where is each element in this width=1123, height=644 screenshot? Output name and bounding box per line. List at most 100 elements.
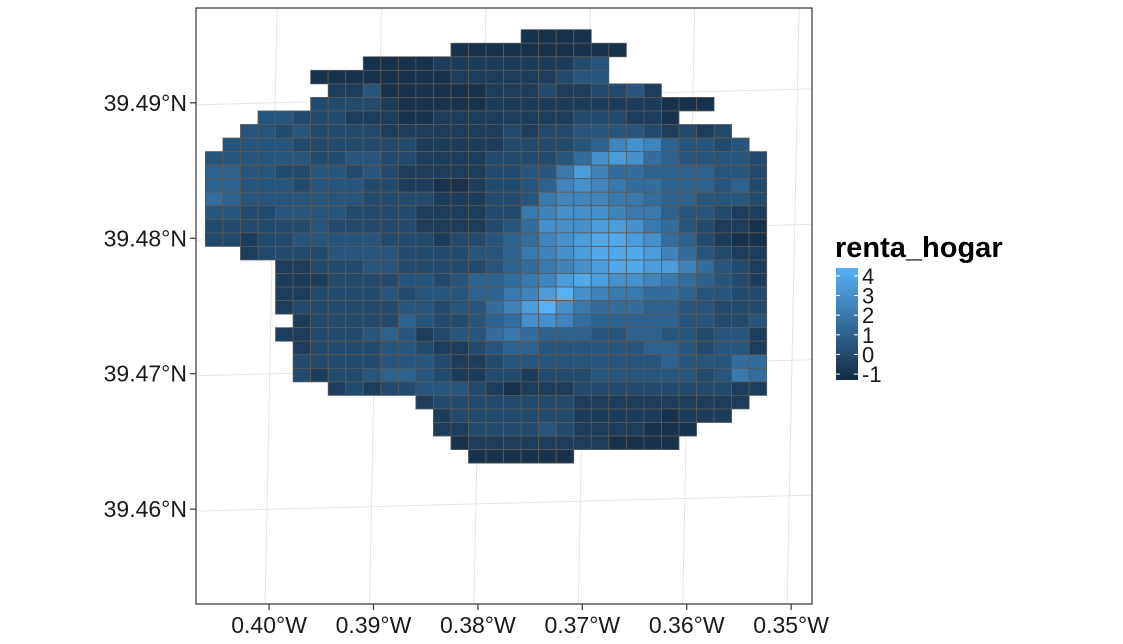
heatmap-cell	[678, 218, 697, 234]
heatmap-cell	[327, 381, 347, 396]
heatmap-cell	[327, 83, 347, 98]
heatmap-cell	[520, 97, 540, 112]
heatmap-cell	[696, 164, 715, 180]
heatmap-cell	[222, 178, 241, 193]
heatmap-cell	[310, 97, 329, 112]
heatmap-cell	[292, 110, 312, 125]
heatmap-cell	[608, 83, 627, 98]
heatmap-cell	[468, 205, 487, 220]
heatmap-cell	[310, 69, 329, 85]
heatmap-cell	[713, 408, 733, 423]
heatmap-cell	[608, 124, 627, 139]
heatmap-cell	[713, 313, 733, 329]
heatmap-cell	[450, 232, 469, 247]
heatmap-cell	[678, 273, 697, 288]
heatmap-cell	[696, 124, 715, 139]
heatmap-cell	[503, 259, 522, 274]
heatmap-cell	[696, 381, 715, 396]
heatmap-cell	[538, 435, 557, 450]
heatmap-cell	[240, 218, 259, 234]
heatmap-cell	[292, 300, 312, 315]
heatmap-cell	[573, 340, 592, 356]
heatmap-cell	[415, 83, 434, 98]
heatmap-cell	[678, 205, 697, 220]
heatmap-cell	[397, 97, 417, 112]
heatmap-cell	[520, 381, 540, 396]
heatmap-cell	[292, 124, 312, 139]
heatmap-cell	[643, 151, 662, 166]
heatmap-cell	[450, 259, 469, 274]
heatmap-cell	[380, 124, 399, 139]
heatmap-cell	[661, 300, 680, 315]
heatmap-cell	[520, 191, 540, 207]
heatmap-cell	[713, 218, 733, 234]
heatmap-cell	[731, 313, 750, 329]
heatmap-cell	[573, 394, 592, 410]
heatmap-cell	[590, 56, 610, 71]
heatmap-cell	[397, 164, 417, 180]
heatmap-cell	[538, 29, 557, 44]
heatmap-cell	[503, 381, 522, 396]
heatmap-cell	[327, 137, 347, 152]
heatmap-cell	[625, 394, 645, 410]
heatmap-cell	[661, 259, 680, 274]
heatmap-cell	[275, 327, 294, 342]
heatmap-cell	[204, 218, 224, 234]
heatmap-cell	[450, 124, 469, 139]
heatmap-cell	[538, 151, 557, 166]
heatmap-cell	[433, 300, 452, 315]
heatmap-cell	[538, 205, 557, 220]
heatmap-cell	[555, 110, 575, 125]
heatmap-cell	[275, 151, 294, 166]
heatmap-cell	[590, 137, 610, 152]
heatmap-cell	[608, 313, 627, 329]
heatmap-cell	[713, 327, 733, 342]
heatmap-cell	[678, 354, 697, 369]
heatmap-cell	[731, 245, 750, 261]
heatmap-cell	[748, 300, 768, 315]
heatmap-cell	[397, 205, 417, 220]
heatmap-cell	[345, 151, 364, 166]
heatmap-cell	[292, 137, 312, 152]
heatmap-cell	[520, 110, 540, 125]
heatmap-cell	[450, 367, 469, 383]
heatmap-cell	[555, 394, 575, 410]
heatmap-cell	[415, 56, 434, 71]
heatmap-cell	[397, 178, 417, 193]
heatmap-cell	[503, 286, 522, 301]
heatmap-cell	[450, 83, 469, 98]
heatmap-cell	[590, 273, 610, 288]
heatmap-cell	[713, 394, 733, 410]
heatmap-cell	[345, 300, 364, 315]
x-tick-label: 0.37°W	[544, 612, 620, 638]
heatmap-cell	[485, 97, 504, 112]
heatmap-cell	[327, 69, 347, 85]
heatmap-cell	[608, 151, 627, 166]
heatmap-cell	[450, 340, 469, 356]
legend-label: 2	[862, 303, 874, 328]
heatmap-cell	[731, 286, 750, 301]
heatmap-cell	[415, 124, 434, 139]
heatmap-cell	[240, 137, 259, 152]
heatmap-cell	[415, 300, 434, 315]
heatmap-cell	[608, 137, 627, 152]
heatmap-cell	[257, 245, 276, 261]
heatmap-cell	[661, 422, 680, 437]
heatmap-cell	[485, 327, 504, 342]
heatmap-cell	[643, 245, 662, 261]
heatmap-cell	[450, 218, 469, 234]
heatmap-cell	[362, 191, 382, 207]
heatmap-cell	[573, 110, 592, 125]
heatmap-cell	[397, 367, 417, 383]
heatmap-cell	[555, 259, 575, 274]
heatmap-cell	[468, 151, 487, 166]
heatmap-cell	[538, 354, 557, 369]
heatmap-cell	[327, 245, 347, 261]
heatmap-cell	[380, 381, 399, 396]
heatmap-cell	[538, 408, 557, 423]
heatmap-cell	[590, 408, 610, 423]
heatmap-cell	[713, 151, 733, 166]
heatmap-cell	[555, 286, 575, 301]
heatmap-cell	[608, 273, 627, 288]
heatmap-cell	[573, 178, 592, 193]
